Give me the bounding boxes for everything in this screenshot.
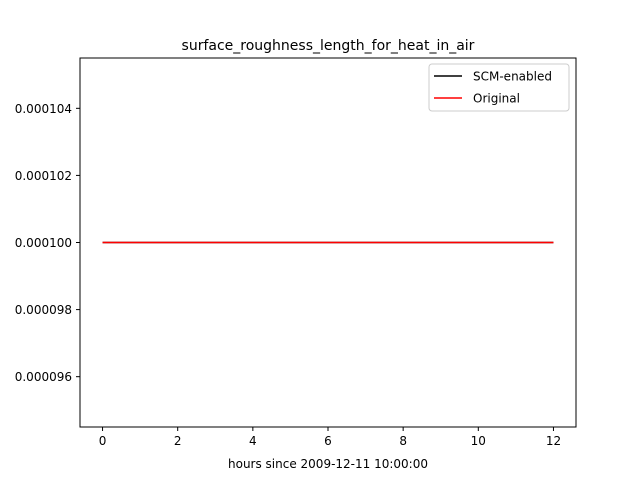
x-tick-label: 0 bbox=[99, 434, 107, 448]
legend-label: Original bbox=[473, 92, 520, 106]
y-axis: 0.000096 0.000098 0.000100 0.000102 0.000104 bbox=[15, 102, 80, 384]
x-tick-label: 2 bbox=[174, 434, 182, 448]
x-tick-label: 4 bbox=[249, 434, 257, 448]
legend: SCM-enabled Original bbox=[428, 63, 570, 112]
y-tick-label: 0.000102 bbox=[15, 169, 72, 183]
legend-box bbox=[428, 63, 570, 112]
y-tick-label: 0.000100 bbox=[15, 236, 72, 250]
y-tick-label: 0.000096 bbox=[15, 370, 72, 384]
x-tick-label: 10 bbox=[471, 434, 486, 448]
x-axis: 0 2 4 6 8 10 12 bbox=[99, 427, 561, 448]
y-tick-label: 0.000098 bbox=[15, 303, 72, 317]
chart-title: surface_roughness_length_for_heat_in_air bbox=[182, 38, 475, 54]
legend-label: SCM-enabled bbox=[473, 70, 552, 84]
y-tick-label: 0.000104 bbox=[15, 102, 72, 116]
x-tick-label: 12 bbox=[546, 434, 561, 448]
x-tick-label: 8 bbox=[399, 434, 407, 448]
x-tick-label: 6 bbox=[324, 434, 332, 448]
x-axis-label: hours since 2009-12-11 10:00:00 bbox=[228, 457, 428, 471]
